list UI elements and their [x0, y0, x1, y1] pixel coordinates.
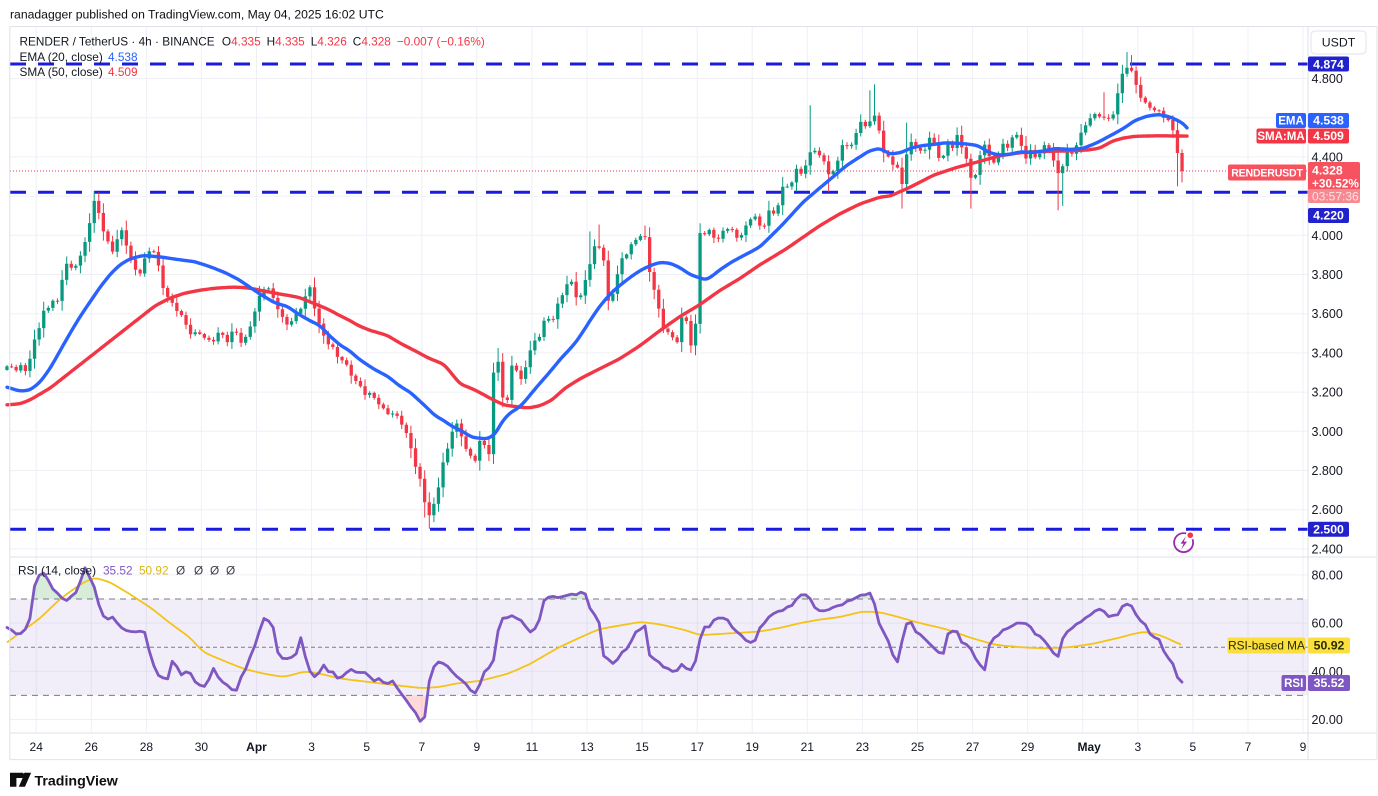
svg-text:SMA (50, close) 4.509: SMA (50, close) 4.509 — [20, 65, 138, 79]
svg-text:9: 9 — [1300, 740, 1307, 754]
svg-text:4.800: 4.800 — [1312, 72, 1343, 86]
svg-text:RENDER / TetherUS · 4h · BINAN: RENDER / TetherUS · 4h · BINANCE O4.335 H… — [20, 35, 485, 49]
svg-text:4.000: 4.000 — [1312, 229, 1343, 243]
svg-text:4.874: 4.874 — [1313, 57, 1344, 71]
svg-text:13: 13 — [580, 740, 594, 754]
svg-text:15: 15 — [635, 740, 649, 754]
svg-text:SMA:MA: SMA:MA — [1257, 131, 1304, 143]
svg-text:5: 5 — [1190, 740, 1197, 754]
svg-text:24: 24 — [30, 740, 44, 754]
svg-text:50.92: 50.92 — [1314, 639, 1345, 653]
svg-text:2.400: 2.400 — [1312, 542, 1343, 556]
svg-text:21: 21 — [801, 740, 815, 754]
svg-text:4.538: 4.538 — [1313, 113, 1344, 127]
svg-text:4.400: 4.400 — [1312, 150, 1343, 164]
svg-text:ranadagger published on Tradin: ranadagger published on TradingView.com,… — [10, 8, 384, 22]
svg-text:3: 3 — [308, 740, 315, 754]
svg-text:23: 23 — [856, 740, 870, 754]
svg-text:29: 29 — [1021, 740, 1035, 754]
svg-text:EMA: EMA — [1278, 115, 1304, 127]
svg-text:7: 7 — [1245, 740, 1252, 754]
svg-text:RSI: RSI — [1284, 678, 1303, 690]
svg-text:3.800: 3.800 — [1312, 268, 1343, 282]
svg-text:3.600: 3.600 — [1312, 307, 1343, 321]
svg-text:4.509: 4.509 — [1313, 129, 1344, 143]
svg-text:19: 19 — [746, 740, 760, 754]
svg-text:2.800: 2.800 — [1312, 464, 1343, 478]
svg-text:03:57:36: 03:57:36 — [1312, 190, 1359, 204]
svg-text:35.52: 35.52 — [1314, 676, 1345, 690]
svg-text:+30.52%: +30.52% — [1312, 177, 1359, 191]
svg-text:2.500: 2.500 — [1313, 523, 1344, 537]
svg-text:RENDERUSDT: RENDERUSDT — [1231, 168, 1303, 180]
svg-text:4.220: 4.220 — [1313, 208, 1344, 222]
svg-text:30: 30 — [195, 740, 209, 754]
svg-text:Apr: Apr — [246, 740, 267, 754]
svg-text:RSI-based MA: RSI-based MA — [1228, 639, 1305, 653]
svg-text:80.00: 80.00 — [1312, 568, 1343, 582]
svg-text:3.400: 3.400 — [1312, 346, 1343, 360]
svg-text:25: 25 — [911, 740, 925, 754]
svg-text:May: May — [1078, 740, 1102, 754]
svg-text:11: 11 — [526, 740, 539, 754]
svg-text:3.200: 3.200 — [1312, 386, 1343, 400]
svg-text:USDT: USDT — [1322, 36, 1356, 50]
svg-text:27: 27 — [966, 740, 980, 754]
svg-text:2.600: 2.600 — [1312, 503, 1343, 517]
svg-text:7: 7 — [418, 740, 425, 754]
svg-text:60.00: 60.00 — [1312, 617, 1343, 631]
svg-text:4.328: 4.328 — [1312, 163, 1343, 177]
svg-text:17: 17 — [691, 740, 705, 754]
svg-text:20.00: 20.00 — [1312, 713, 1343, 727]
svg-text:26: 26 — [85, 740, 99, 754]
svg-text:EMA (20, close) 4.538: EMA (20, close) 4.538 — [20, 50, 138, 64]
svg-text:9: 9 — [473, 740, 480, 754]
svg-text:TradingView: TradingView — [35, 774, 119, 790]
svg-text:3.000: 3.000 — [1312, 425, 1343, 439]
svg-text:3: 3 — [1134, 740, 1141, 754]
svg-text:28: 28 — [140, 740, 154, 754]
svg-text:5: 5 — [363, 740, 370, 754]
